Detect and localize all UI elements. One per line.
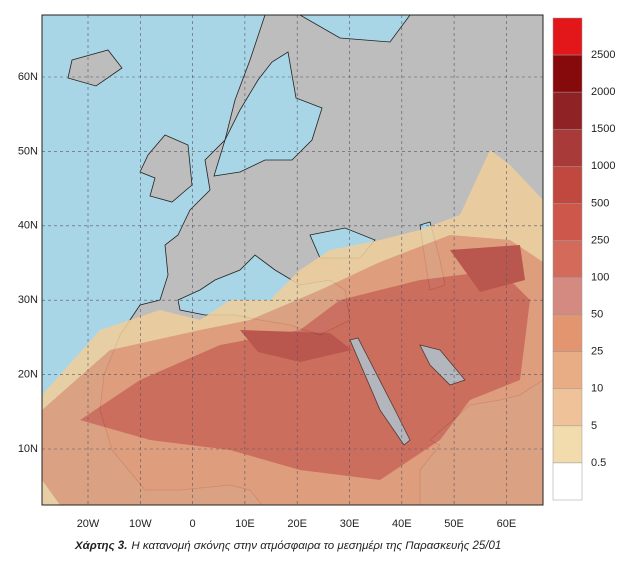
dust-high [80, 270, 530, 480]
lon-label: 20E [287, 518, 307, 530]
british-isles [139, 134, 193, 203]
legend-swatch [552, 240, 583, 278]
legend-label: 2000 [591, 86, 615, 98]
map-frame [41, 14, 544, 506]
legend-swatch [552, 91, 583, 130]
lon-label: 10E [235, 518, 255, 530]
north-sea-baltic [213, 51, 323, 177]
legend-swatch [552, 17, 583, 56]
lat-label: 10N [18, 443, 38, 455]
caption-label: Χάρτης 3. [74, 540, 127, 552]
legend-label: 25 [591, 346, 603, 358]
red-sea [349, 337, 411, 446]
legend-swatch [552, 128, 583, 167]
lon-label: 40E [392, 518, 412, 530]
dust [42, 150, 543, 505]
lon-label: 30E [340, 518, 360, 530]
legend-label: 2500 [591, 49, 615, 61]
legend-label: 250 [591, 234, 609, 246]
axes: 60N 50N 40N 30N 20N 10N 20W 10W 0 10E 20E 30E 40E 50E… [18, 71, 516, 530]
legend-label: 100 [591, 271, 609, 283]
legend-swatch [552, 351, 583, 390]
lat-label: 50N [18, 145, 38, 157]
legend-swatch [552, 277, 583, 315]
lat-label: 60N [18, 71, 38, 83]
lon-label: 10W [129, 518, 152, 530]
legend-swatch [552, 425, 583, 464]
legend-swatch [552, 314, 583, 352]
map [42, 15, 543, 505]
legend-swatch [552, 203, 583, 241]
legend-label: 500 [591, 197, 609, 209]
graticule [42, 15, 543, 505]
legend-label: 1500 [591, 123, 615, 135]
lon-label: 60E [497, 518, 517, 530]
lat-label: 40N [18, 220, 38, 232]
legend-label: 50 [591, 309, 603, 321]
caption-text: Η κατανομή σκόνης στην ατμόσφαιρα το μεσ… [131, 540, 501, 552]
lat-label: 30N [18, 294, 38, 306]
legend-swatch [552, 54, 583, 93]
legend-label: 1000 [591, 160, 615, 172]
lat-label: 20N [18, 369, 38, 381]
lon-label: 20W [77, 518, 100, 530]
arctic [299, 15, 411, 43]
legend-swatch [552, 462, 583, 501]
dust-peak [240, 330, 352, 362]
legend-label: 5 [591, 420, 597, 432]
legend-label: 0.5 [591, 457, 606, 469]
lon-label: 50E [444, 518, 464, 530]
legend: 2500 2000 1500 1000 500 250 100 50 25 10 5 0.5 [552, 17, 615, 501]
legend-swatch [552, 388, 583, 427]
legend-swatch [552, 166, 583, 204]
caption: Χάρτης 3. Η κατανομή σκόνης στην ατμόσφαι… [74, 540, 501, 552]
persian-gulf [419, 344, 466, 386]
lon-label: 0 [190, 518, 196, 530]
legend-label: 10 [591, 383, 603, 395]
